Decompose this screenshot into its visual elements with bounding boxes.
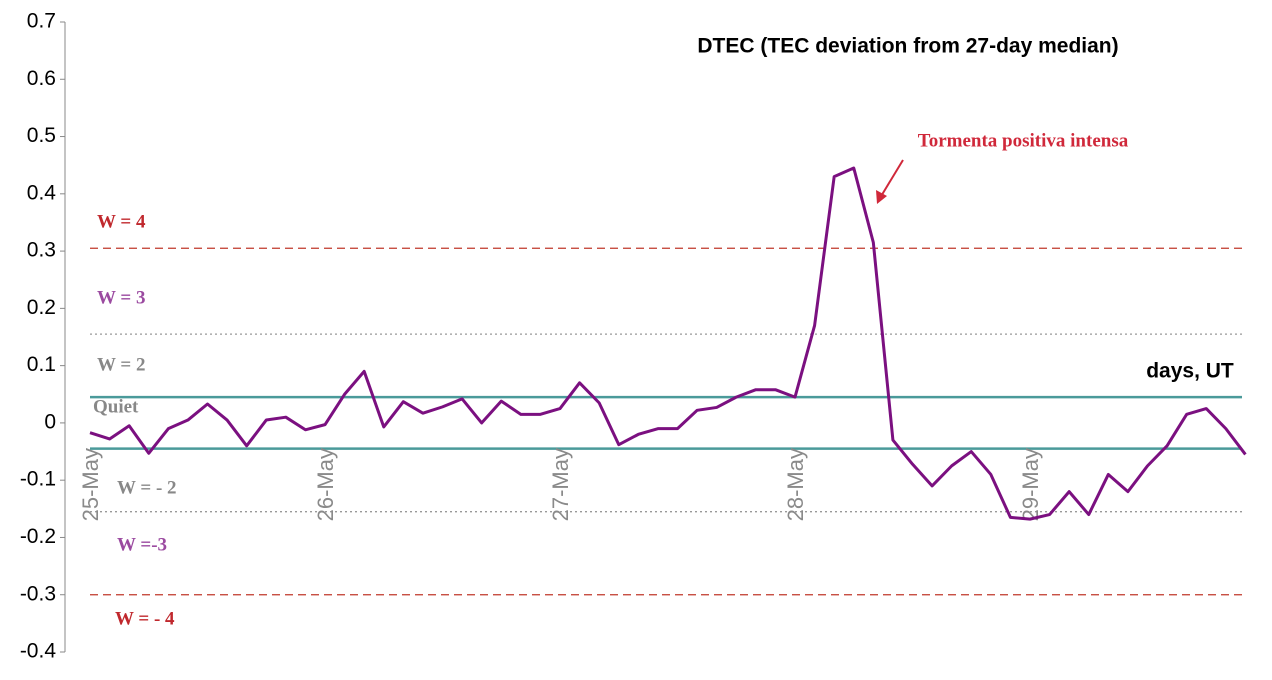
- y-tick-label: -0.4: [20, 640, 57, 663]
- zone-label: W = 3: [97, 287, 145, 308]
- y-tick-label: 0.5: [27, 124, 56, 147]
- y-tick-label: 0: [44, 410, 56, 433]
- y-tick-label: -0.2: [20, 525, 56, 548]
- y-tick-label: 0.2: [27, 296, 56, 319]
- zone-label: W = - 2: [117, 477, 177, 498]
- y-tick-label: -0.1: [20, 468, 56, 491]
- y-tick-label: 0.6: [27, 67, 56, 90]
- x-tick-label: 28-May: [783, 448, 808, 521]
- y-tick-label: 0.1: [27, 353, 56, 376]
- y-tick-label: 0.4: [27, 181, 57, 204]
- data-line: [89, 166, 1247, 521]
- y-tick-label: 0.7: [27, 10, 56, 33]
- x-tick-label: 25-May: [78, 448, 103, 521]
- zone-label: W = - 4: [115, 608, 175, 629]
- y-tick-label: 0.3: [27, 239, 56, 262]
- annotation: Tormenta positiva intensa: [918, 130, 1129, 151]
- x-tick-label: 27-May: [548, 448, 573, 521]
- zone-label: W = 4: [97, 211, 146, 232]
- zone-label: W =-3: [117, 534, 167, 555]
- x-axis-label: days, UT: [1146, 360, 1234, 383]
- zone-label: W = 2: [97, 354, 145, 375]
- annotation-arrow: [876, 159, 904, 204]
- chart-title: DTEC (TEC deviation from 27-day median): [697, 35, 1118, 58]
- y-tick-label: -0.3: [20, 582, 56, 605]
- x-tick-label: 29-May: [1018, 448, 1043, 521]
- x-tick-label: 26-May: [313, 448, 338, 521]
- zone-label: Quiet: [93, 396, 139, 417]
